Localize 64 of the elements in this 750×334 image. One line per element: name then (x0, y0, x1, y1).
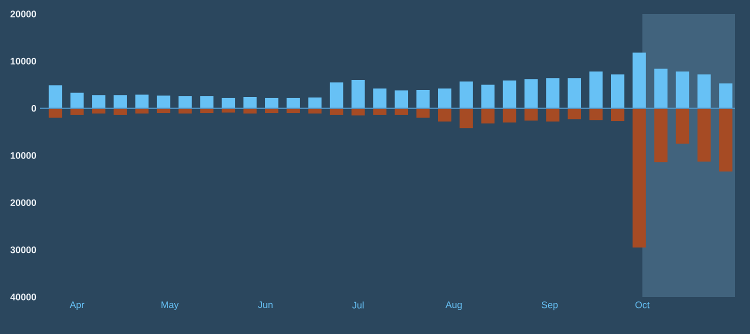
bar (502, 80, 516, 108)
bar (48, 108, 62, 118)
bar (654, 68, 668, 108)
bar (589, 108, 603, 120)
bar (156, 96, 170, 108)
bar (92, 95, 106, 108)
bar (502, 108, 516, 122)
bar (481, 84, 495, 108)
bar (654, 108, 668, 162)
bar (632, 108, 646, 248)
bar (70, 92, 84, 108)
bar (546, 108, 560, 122)
x-tick-label: Jul (352, 302, 364, 308)
bar (265, 98, 278, 108)
bar (373, 88, 386, 108)
x-tick-label: Aug (446, 302, 462, 310)
bar (114, 108, 127, 115)
bar (373, 108, 386, 115)
bar (524, 108, 538, 121)
bar (178, 96, 192, 108)
bar (352, 108, 365, 116)
bar (481, 108, 495, 124)
bar (48, 85, 62, 108)
bar (200, 96, 214, 108)
bar (243, 97, 257, 108)
bar (568, 78, 582, 108)
bar (568, 108, 582, 120)
bar (589, 72, 603, 108)
bar (460, 108, 473, 128)
x-tick-label: Jun (258, 302, 273, 308)
bar (697, 74, 711, 108)
y-tick-label: 10000 (10, 152, 36, 159)
bar (524, 79, 538, 108)
bar (697, 108, 711, 162)
y-tick-label: 10000 (10, 58, 36, 65)
y-tick-label: 20000 (10, 10, 36, 18)
bar (438, 88, 452, 108)
bar (308, 97, 322, 108)
bar (135, 94, 149, 108)
x-tick-label: Sep (542, 302, 558, 310)
y-tick-label: 40000 (10, 294, 36, 300)
x-tick-label: Oct (635, 302, 650, 308)
bar (719, 108, 732, 172)
bar (330, 82, 344, 108)
bar (114, 95, 127, 108)
bar (416, 90, 430, 108)
bar (610, 74, 624, 108)
bar (416, 108, 430, 118)
bar (632, 52, 646, 108)
bar (610, 108, 624, 122)
y-tick-label: 0 (32, 104, 36, 112)
bar (460, 81, 473, 108)
bar (546, 78, 560, 108)
bar (438, 108, 452, 122)
x-tick-label: May (162, 302, 179, 310)
bar (286, 98, 300, 108)
bar (676, 108, 690, 144)
x-tick-label: Apr (70, 302, 84, 310)
bar (352, 80, 365, 108)
bar (394, 90, 408, 108)
bar (676, 72, 690, 108)
bar (719, 83, 732, 108)
y-tick-label: 20000 (10, 199, 36, 206)
y-tick-label: 30000 (10, 246, 36, 254)
